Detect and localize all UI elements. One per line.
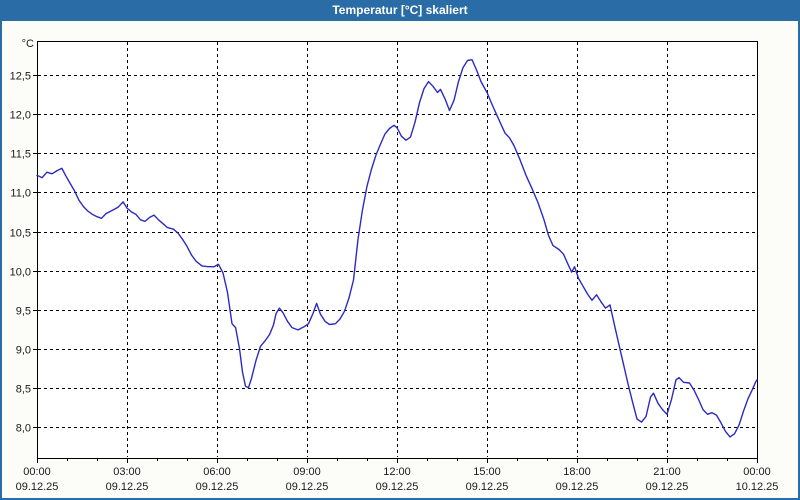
y-tick-label: 11,0 [10, 188, 31, 200]
y-tick-label: 10,0 [10, 267, 31, 279]
x-tick-date-label: 09.12.25 [376, 481, 419, 493]
window-titlebar[interactable]: Temperatur [°C] skaliert [0, 0, 800, 21]
y-tick-label: 8,0 [16, 423, 31, 435]
x-tick-date-label: 09.12.25 [16, 481, 59, 493]
x-tick-time-label: 00:00 [23, 466, 51, 478]
x-tick-date-label: 09.12.25 [646, 481, 689, 493]
y-tick-label: 11,5 [10, 149, 31, 161]
y-tick-label: 10,5 [10, 228, 31, 240]
y-tick-label: 12,5 [10, 71, 31, 83]
y-axis-unit-label: °C [22, 38, 34, 50]
y-tick-label: 8,5 [16, 384, 31, 396]
x-tick-time-label: 06:00 [203, 466, 231, 478]
y-tick-label: 12,0 [10, 110, 31, 122]
x-tick-time-label: 12:00 [383, 466, 411, 478]
x-tick-date-label: 09.12.25 [106, 481, 149, 493]
x-tick-time-label: 21:00 [653, 466, 681, 478]
x-tick-date-label: 09.12.25 [196, 481, 239, 493]
x-tick-time-label: 15:00 [473, 466, 501, 478]
x-tick-time-label: 09:00 [293, 466, 321, 478]
temperature-series-line [36, 59, 758, 438]
window-title: Temperatur [°C] skaliert [332, 3, 468, 17]
x-tick-date-label: 10.12.25 [736, 481, 779, 493]
x-tick-date-label: 09.12.25 [556, 481, 599, 493]
y-tick-label: 9,5 [16, 306, 31, 318]
x-tick-date-label: 09.12.25 [286, 481, 329, 493]
x-tick-date-label: 09.12.25 [466, 481, 509, 493]
x-tick-time-label: 00:00 [743, 466, 771, 478]
y-tick-label: 9,0 [16, 345, 31, 357]
x-tick-time-label: 03:00 [113, 466, 141, 478]
x-tick-time-label: 18:00 [563, 466, 591, 478]
